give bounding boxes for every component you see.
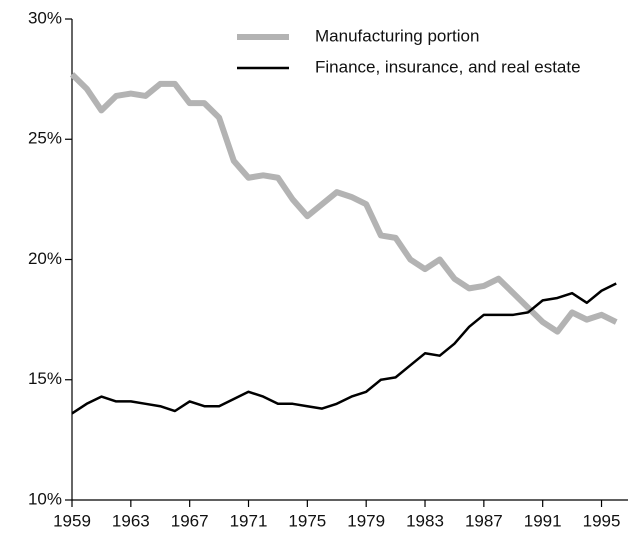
series-line [71,282,617,415]
y-tick-label: 10% [28,489,62,508]
x-tick-label: 1991 [524,511,562,530]
x-tick-label: 1963 [112,511,150,530]
legend-label: Finance, insurance, and real estate [315,57,581,76]
x-tick-label: 1987 [465,511,503,530]
x-tick-label: 1995 [583,511,621,530]
x-tick-label: 1983 [406,511,444,530]
x-tick-label: 1975 [288,511,326,530]
legend-label: Manufacturing portion [315,26,479,45]
x-tick-label: 1979 [347,511,385,530]
y-tick-label: 30% [28,8,62,27]
x-tick-label: 1971 [230,511,268,530]
y-tick-label: 20% [28,249,62,268]
y-tick-label: 15% [28,369,62,388]
x-tick-label: 1959 [53,511,91,530]
x-tick-label: 1967 [171,511,209,530]
series-line [69,72,618,335]
y-tick-label: 25% [28,129,62,148]
